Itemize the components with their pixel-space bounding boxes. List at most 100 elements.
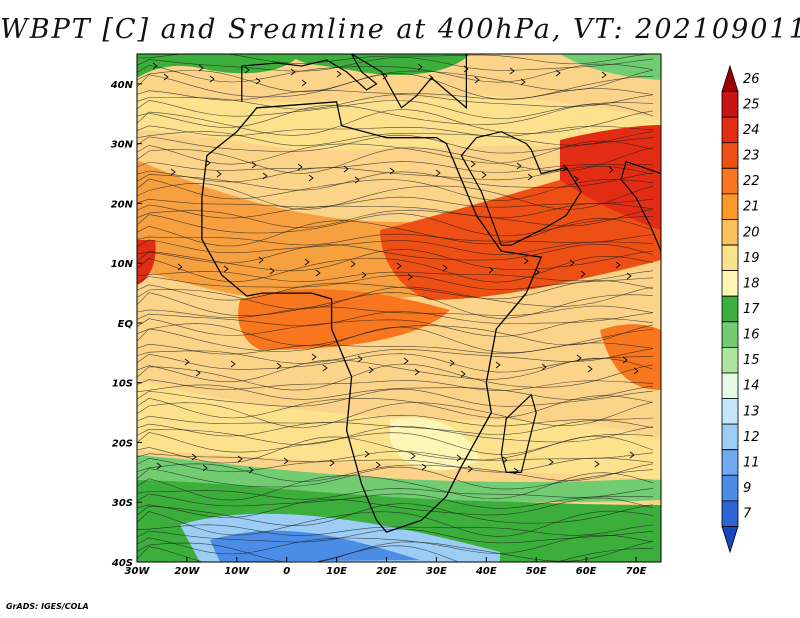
- lon-tick-label: 40E: [475, 566, 497, 577]
- grads-credit: GrADS: IGES/COLA: [6, 602, 89, 611]
- streamline-arrow: [311, 353, 317, 361]
- streamline: [137, 395, 654, 419]
- streamline-arrow: [237, 455, 243, 463]
- streamline: [137, 426, 654, 446]
- streamline-arrow: [361, 271, 367, 279]
- streamline: [137, 357, 654, 382]
- colorbar-label: 14: [743, 379, 760, 394]
- colorbar-box: [721, 372, 739, 399]
- streamline-arrow: [375, 461, 381, 469]
- colorbar-box: [721, 346, 739, 374]
- streamline: [137, 286, 654, 310]
- lat-tick-label: 20N: [111, 199, 134, 210]
- streamline: [137, 270, 654, 282]
- streamline: [137, 182, 654, 210]
- streamline-arrow: [403, 357, 409, 365]
- streamline: [137, 384, 654, 400]
- streamline-arrow: [301, 79, 307, 87]
- colorbar-box: [721, 167, 739, 195]
- streamline: [137, 63, 654, 83]
- streamline: [137, 497, 654, 518]
- streamline-arrow: [495, 361, 501, 369]
- streamline-arrow: [262, 172, 268, 180]
- plot-frame: [136, 53, 662, 563]
- streamline: [137, 363, 654, 391]
- colorbar-box: [721, 142, 739, 169]
- lat-tick-label: 30S: [112, 498, 133, 509]
- lon-tick-label: 30E: [426, 566, 447, 577]
- lat-tick-label: 30N: [111, 140, 134, 151]
- lon-tick-label: 30W: [125, 566, 151, 577]
- streamline: [137, 457, 654, 473]
- colorbar-box: [721, 398, 739, 425]
- streamline-arrow: [463, 65, 469, 73]
- colorbar-label: 20: [743, 225, 760, 240]
- wbpt-region: [238, 289, 450, 350]
- streamline-arrow: [251, 161, 257, 169]
- streamline: [137, 103, 654, 128]
- lat-tick-label: EQ: [118, 319, 134, 330]
- streamline-arrow: [601, 71, 607, 79]
- streamline: [137, 545, 654, 562]
- streamline: [137, 131, 654, 147]
- streamline-arrow: [421, 463, 427, 471]
- streamline-arrow: [364, 450, 370, 458]
- lon-tick-label: 10E: [326, 566, 347, 577]
- streamline-arrow: [608, 166, 614, 174]
- streamline-arrow: [470, 160, 476, 168]
- streamline: [137, 134, 654, 154]
- streamline: [137, 503, 654, 527]
- streamline-arrow: [322, 364, 328, 372]
- colorbar-label: 26: [743, 72, 760, 87]
- streamline-arrow: [456, 454, 462, 462]
- streamline-arrow: [527, 173, 533, 181]
- streamline-arrow: [548, 458, 554, 466]
- colorbar-label: 23: [743, 149, 760, 164]
- streamline: [137, 463, 654, 482]
- streamline: [137, 353, 654, 373]
- coastlines: [201, 54, 661, 533]
- colorbar: 26 25 24 23 22 21 20 19 18 17 16 15 14 13 12 11 9 7: [721, 64, 760, 554]
- streamline-arrow: [202, 464, 208, 472]
- streamline: [137, 56, 654, 72]
- streamline: [137, 255, 654, 283]
- streamline-arrow: [389, 167, 395, 175]
- streamline: [137, 147, 654, 174]
- streamline-arrow: [230, 360, 236, 368]
- streamline-arrow: [626, 272, 632, 280]
- streamline: [137, 178, 654, 201]
- streamline-arrow: [594, 460, 600, 468]
- streamline: [137, 94, 654, 110]
- streamline-arrow: [350, 260, 356, 268]
- wbpt-region: [210, 530, 420, 562]
- streamline: [137, 510, 654, 537]
- streamline: [137, 524, 654, 536]
- streamline: [137, 388, 654, 407]
- wbpt-region: [137, 240, 156, 285]
- streamline: [137, 233, 654, 246]
- streamline: [137, 243, 654, 264]
- streamline-arrow: [209, 75, 215, 83]
- streamline-arrow: [467, 465, 473, 473]
- wbpt-region: [390, 417, 480, 471]
- streamline-arrow: [315, 269, 321, 277]
- streamline: [137, 161, 654, 173]
- streamline-arrow: [414, 368, 420, 376]
- streamline-arrow: [195, 369, 201, 377]
- colorbar-box: [721, 423, 739, 451]
- streamline-arrow: [170, 168, 176, 176]
- colorbar-label: 16: [743, 328, 760, 343]
- streamline: [137, 401, 654, 428]
- streamline: [137, 99, 654, 119]
- streamline-arrow: [308, 174, 314, 182]
- streamline-arrow: [555, 69, 561, 77]
- streamline-arrow: [152, 62, 158, 70]
- streamline-arrow: [244, 66, 250, 74]
- streamline-arrow: [329, 459, 335, 467]
- colorbar-label: 18: [743, 276, 760, 291]
- colorbar-box: [721, 91, 739, 118]
- streamline: [137, 248, 654, 272]
- streamline-arrow: [396, 262, 402, 270]
- colorbar-label: 12: [743, 430, 760, 445]
- colorbar-box: [721, 219, 739, 246]
